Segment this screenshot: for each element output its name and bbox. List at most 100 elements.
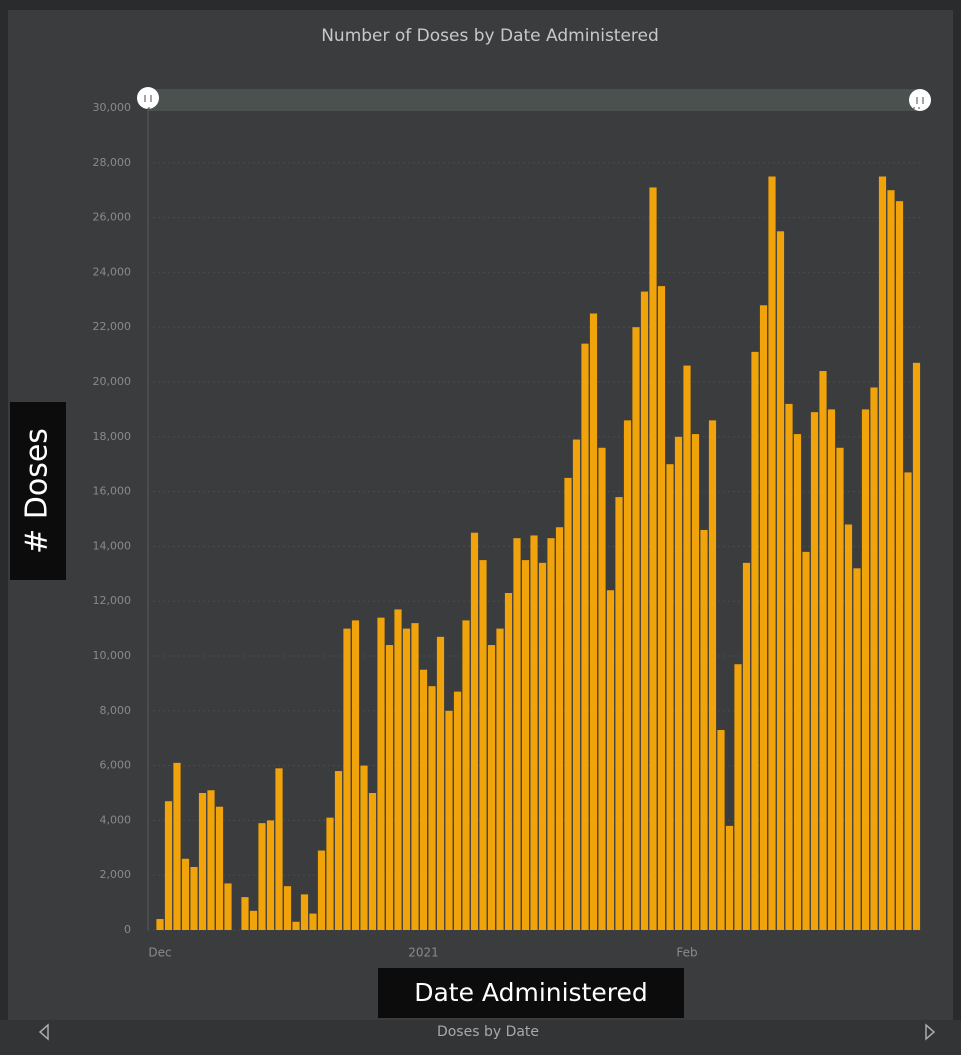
bar [292, 921, 300, 930]
bar [343, 628, 351, 930]
bar [266, 820, 275, 930]
bar [470, 532, 479, 930]
bar [725, 825, 734, 930]
y-tick-label: 6,000 [100, 759, 132, 772]
bar [394, 609, 402, 930]
y-axis-label: # Doses [20, 428, 55, 554]
y-tick-label: 2,000 [100, 868, 132, 881]
bar [275, 768, 283, 930]
bar [640, 291, 649, 931]
y-tick-label: 18,000 [93, 430, 132, 443]
bar [241, 897, 249, 930]
slider-handle-right[interactable] [909, 89, 931, 111]
prev-arrow[interactable] [38, 1023, 49, 1041]
bar [853, 568, 861, 930]
bar [317, 850, 326, 930]
bar [479, 560, 487, 930]
footer-bar [0, 1020, 961, 1055]
bar [326, 817, 334, 930]
bar [904, 472, 912, 930]
bar [334, 771, 343, 930]
bar [453, 691, 462, 930]
bar [572, 439, 581, 930]
bar [496, 628, 504, 930]
bar [606, 590, 615, 930]
bar [181, 858, 190, 930]
bar [283, 886, 292, 930]
y-tick-label: 16,000 [93, 485, 132, 498]
y-tick-label: 10,000 [93, 649, 132, 662]
bar [385, 645, 394, 930]
bar [198, 793, 207, 930]
bar [513, 538, 521, 930]
bar [538, 562, 547, 930]
bar [734, 664, 742, 930]
x-tick-label: Feb [676, 946, 697, 960]
bar [368, 793, 377, 930]
bar [844, 524, 853, 930]
bar [674, 436, 683, 930]
bar [300, 894, 309, 930]
bar [521, 560, 530, 930]
y-tick-label: 8,000 [100, 704, 132, 717]
bar [530, 535, 538, 930]
bar [691, 434, 700, 930]
bar [419, 669, 428, 930]
bar [768, 176, 776, 930]
bar [623, 420, 632, 930]
bar [759, 305, 768, 930]
bar [776, 231, 785, 931]
bar [258, 823, 266, 930]
bar [173, 762, 181, 930]
bar [683, 365, 691, 930]
bar [785, 403, 793, 930]
bar [164, 801, 173, 930]
y-tick-label: 24,000 [93, 265, 132, 278]
bar [912, 362, 921, 930]
bar [581, 343, 589, 930]
x-label-box [378, 968, 684, 1018]
y-tick-label: 28,000 [93, 156, 132, 169]
bar [207, 790, 215, 930]
bar [462, 620, 470, 930]
next-arrow[interactable] [925, 1023, 936, 1041]
bar [156, 919, 164, 930]
y-tick-label: 26,000 [93, 211, 132, 224]
chart-title: Number of Doses by Date Administered [321, 26, 659, 46]
bar [802, 551, 810, 930]
x-tick-label: Dec [148, 946, 171, 960]
bar [742, 562, 751, 930]
bar [836, 447, 844, 930]
bar [547, 538, 555, 930]
x-axis-label: Date Administered [414, 978, 648, 1007]
bar [411, 623, 419, 930]
y-tick-label: 22,000 [93, 320, 132, 333]
y-tick-label: 14,000 [93, 539, 132, 552]
bar [504, 592, 513, 930]
bar [632, 327, 640, 930]
bar [649, 187, 657, 930]
bar [657, 286, 666, 931]
bar [428, 686, 436, 930]
y-tick-label: 4,000 [100, 813, 132, 826]
x-tick-label: 2021 [408, 946, 439, 960]
bar [708, 420, 717, 930]
bar [436, 636, 445, 930]
bar [249, 910, 258, 930]
slider-handle-left[interactable] [137, 87, 159, 109]
y-label-box [10, 402, 66, 580]
range-slider[interactable] [148, 89, 920, 111]
bar [564, 477, 572, 930]
bar [700, 529, 708, 930]
bar [190, 866, 198, 930]
bar [887, 190, 895, 930]
bar [819, 371, 827, 930]
bar [878, 176, 887, 930]
y-tick-label: 20,000 [93, 375, 132, 388]
bar [360, 765, 368, 930]
y-tick-label: 30,000 [93, 101, 132, 114]
y-tick-label: 12,000 [93, 594, 132, 607]
plot-area: 0 2,000 4,000 6,000 8,000 10,000 12,000 14,000 1… [93, 101, 921, 960]
bar [589, 313, 598, 930]
bar [309, 913, 317, 930]
